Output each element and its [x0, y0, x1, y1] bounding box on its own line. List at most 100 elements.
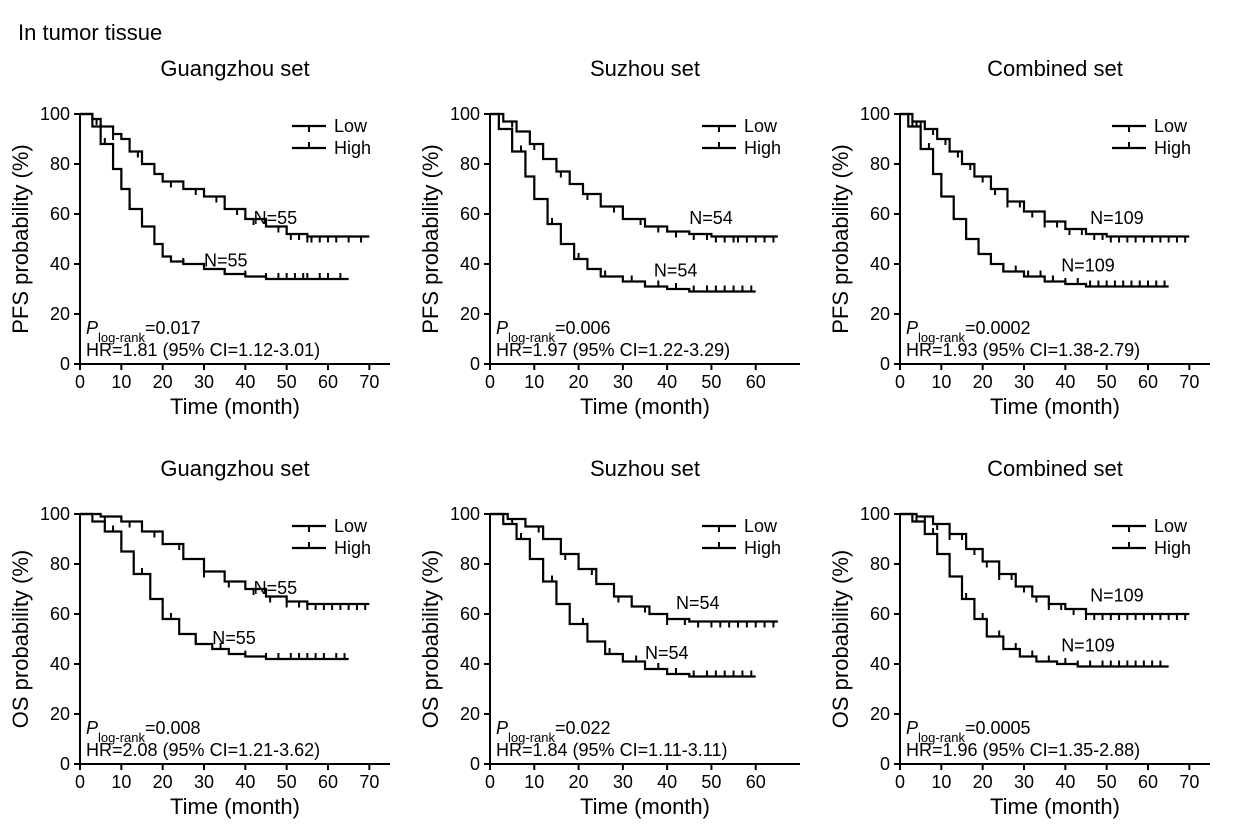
svg-text:50: 50: [1097, 372, 1117, 392]
svg-text:20: 20: [870, 704, 890, 724]
panel-title: Guangzhou set: [60, 456, 410, 482]
svg-text:0: 0: [470, 354, 480, 374]
svg-text:0: 0: [880, 354, 890, 374]
svg-text:10: 10: [111, 372, 131, 392]
svg-text:0: 0: [880, 754, 890, 774]
svg-text:HR=1.84 (95% CI=1.11-3.11): HR=1.84 (95% CI=1.11-3.11): [496, 740, 727, 760]
svg-text:80: 80: [870, 154, 890, 174]
svg-text:70: 70: [359, 372, 379, 392]
km-curve-low: [80, 114, 369, 237]
km-plot: 020406080100010203040506070OS probabilit…: [10, 484, 410, 829]
svg-text:0: 0: [470, 754, 480, 774]
svg-text:N=54: N=54: [676, 593, 720, 613]
svg-text:N=54: N=54: [645, 643, 689, 663]
svg-text:20: 20: [50, 704, 70, 724]
svg-text:60: 60: [460, 604, 480, 624]
svg-text:HR=1.81 (95% CI=1.12-3.01): HR=1.81 (95% CI=1.12-3.01): [86, 340, 320, 360]
svg-text:50: 50: [1097, 772, 1117, 792]
svg-text:30: 30: [1014, 372, 1034, 392]
svg-text:0: 0: [895, 372, 905, 392]
svg-text:0: 0: [485, 372, 495, 392]
svg-text:HR=1.97 (95% CI=1.22-3.29): HR=1.97 (95% CI=1.22-3.29): [496, 340, 730, 360]
svg-text:0: 0: [75, 772, 85, 792]
km-plot: 0204060801000102030405060OS probability …: [420, 484, 820, 829]
svg-text:60: 60: [746, 372, 766, 392]
km-plot: 020406080100010203040506070PFS probabili…: [10, 84, 410, 429]
svg-text:N=109: N=109: [1061, 256, 1115, 276]
svg-text:30: 30: [613, 772, 633, 792]
svg-text:0: 0: [60, 754, 70, 774]
svg-text:N=54: N=54: [654, 261, 698, 281]
svg-text:100: 100: [860, 504, 890, 524]
svg-text:HR=1.96 (95% CI=1.35-2.88): HR=1.96 (95% CI=1.35-2.88): [906, 740, 1140, 760]
svg-text:Time (month): Time (month): [580, 794, 710, 819]
svg-text:High: High: [1154, 138, 1191, 158]
svg-text:10: 10: [524, 772, 544, 792]
svg-text:60: 60: [50, 204, 70, 224]
svg-text:N=109: N=109: [1090, 586, 1144, 606]
svg-text:100: 100: [860, 104, 890, 124]
panel-pfs_guangzhou: Guangzhou set020406080100010203040506070…: [10, 56, 410, 426]
panel-title: Combined set: [880, 56, 1230, 82]
svg-text:50: 50: [277, 372, 297, 392]
svg-text:N=55: N=55: [204, 251, 248, 271]
km-plot: 020406080100010203040506070OS probabilit…: [830, 484, 1230, 829]
svg-text:60: 60: [50, 604, 70, 624]
svg-text:50: 50: [701, 772, 721, 792]
svg-text:Low: Low: [1154, 116, 1188, 136]
svg-text:HR=2.08 (95% CI=1.21-3.62): HR=2.08 (95% CI=1.21-3.62): [86, 740, 320, 760]
svg-text:20: 20: [973, 372, 993, 392]
svg-text:Time (month): Time (month): [990, 794, 1120, 819]
panel-os_combined: Combined set020406080100010203040506070O…: [830, 456, 1230, 826]
panel-os_suzhou: Suzhou set0204060801000102030405060OS pr…: [420, 456, 820, 826]
svg-text:40: 40: [1055, 772, 1075, 792]
panel-pfs_combined: Combined set020406080100010203040506070P…: [830, 56, 1230, 426]
svg-text:80: 80: [870, 554, 890, 574]
svg-text:50: 50: [277, 772, 297, 792]
svg-text:Time (month): Time (month): [170, 794, 300, 819]
svg-text:70: 70: [359, 772, 379, 792]
svg-text:60: 60: [746, 772, 766, 792]
svg-text:10: 10: [931, 772, 951, 792]
km-curve-low: [490, 514, 778, 622]
svg-text:N=109: N=109: [1090, 208, 1144, 228]
svg-text:60: 60: [1138, 772, 1158, 792]
svg-text:PFS probability (%): PFS probability (%): [830, 144, 853, 334]
svg-text:20: 20: [50, 304, 70, 324]
svg-text:60: 60: [870, 604, 890, 624]
svg-text:40: 40: [50, 254, 70, 274]
svg-text:HR=1.93 (95% CI=1.38-2.79): HR=1.93 (95% CI=1.38-2.79): [906, 340, 1140, 360]
svg-text:20: 20: [460, 704, 480, 724]
svg-text:40: 40: [235, 372, 255, 392]
svg-text:20: 20: [460, 304, 480, 324]
svg-text:60: 60: [1138, 372, 1158, 392]
svg-text:60: 60: [318, 772, 338, 792]
figure-title: In tumor tissue: [18, 20, 1230, 46]
svg-text:Time (month): Time (month): [170, 394, 300, 419]
svg-text:Time (month): Time (month): [580, 394, 710, 419]
svg-text:20: 20: [973, 772, 993, 792]
svg-text:80: 80: [460, 554, 480, 574]
panel-title: Combined set: [880, 456, 1230, 482]
km-curve-low: [900, 514, 1189, 614]
svg-text:60: 60: [460, 204, 480, 224]
svg-text:High: High: [334, 138, 371, 158]
svg-text:80: 80: [460, 154, 480, 174]
svg-text:20: 20: [569, 372, 589, 392]
svg-text:30: 30: [613, 372, 633, 392]
svg-text:OS probability (%): OS probability (%): [830, 550, 853, 729]
svg-text:80: 80: [50, 554, 70, 574]
svg-text:20: 20: [153, 372, 173, 392]
svg-text:Low: Low: [744, 116, 778, 136]
svg-text:40: 40: [1055, 372, 1075, 392]
svg-text:High: High: [744, 538, 781, 558]
svg-text:10: 10: [111, 772, 131, 792]
svg-text:100: 100: [40, 104, 70, 124]
svg-text:30: 30: [194, 372, 214, 392]
svg-text:80: 80: [50, 154, 70, 174]
panel-os_guangzhou: Guangzhou set020406080100010203040506070…: [10, 456, 410, 826]
svg-text:Low: Low: [744, 516, 778, 536]
svg-text:Low: Low: [334, 516, 368, 536]
km-plot: 0204060801000102030405060PFS probability…: [420, 84, 820, 429]
svg-text:Time (month): Time (month): [990, 394, 1120, 419]
